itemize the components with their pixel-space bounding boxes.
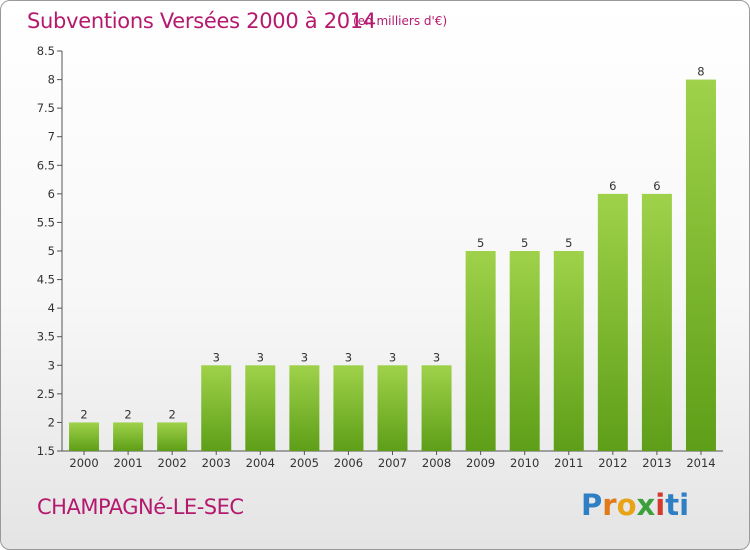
x-tick-label: 2007 bbox=[378, 456, 407, 470]
bar-value-label: 3 bbox=[301, 350, 308, 364]
logo-letter: i bbox=[679, 488, 690, 522]
bar-value-label: 5 bbox=[565, 236, 572, 250]
bar-value-label: 5 bbox=[521, 236, 528, 250]
y-tick-label: 3.5 bbox=[37, 330, 55, 344]
bar bbox=[641, 193, 672, 451]
x-tick-label: 2012 bbox=[598, 456, 627, 470]
bar-value-label: 3 bbox=[433, 350, 440, 364]
y-tick-label: 6 bbox=[48, 187, 55, 201]
bar bbox=[333, 365, 364, 451]
x-tick-label: 2004 bbox=[246, 456, 275, 470]
bar bbox=[421, 365, 452, 451]
y-tick-label: 6.5 bbox=[37, 158, 55, 172]
bar bbox=[113, 422, 144, 451]
chart-title: Subventions Versées 2000 à 2014 bbox=[27, 9, 376, 33]
bar bbox=[509, 251, 540, 451]
bar-value-label: 3 bbox=[257, 350, 264, 364]
bar bbox=[465, 251, 496, 451]
logo-letter: r bbox=[602, 488, 617, 522]
bar bbox=[597, 193, 628, 451]
y-tick-label: 7.5 bbox=[37, 101, 55, 115]
bar bbox=[245, 365, 276, 451]
x-tick-label: 2011 bbox=[554, 456, 583, 470]
x-tick-label: 2010 bbox=[510, 456, 539, 470]
x-tick-label: 2003 bbox=[202, 456, 231, 470]
y-tick-label: 4 bbox=[48, 301, 55, 315]
x-tick-label: 2006 bbox=[334, 456, 363, 470]
bar bbox=[201, 365, 232, 451]
bar bbox=[157, 422, 188, 451]
y-tick-label: 2.5 bbox=[37, 387, 55, 401]
bar bbox=[69, 422, 100, 451]
bar-value-label: 6 bbox=[653, 179, 660, 193]
x-tick-label: 2009 bbox=[466, 456, 495, 470]
bar-value-label: 2 bbox=[80, 407, 87, 421]
bar-value-label: 3 bbox=[389, 350, 396, 364]
x-tick-label: 2008 bbox=[422, 456, 451, 470]
x-tick-label: 2013 bbox=[642, 456, 671, 470]
bar-value-label: 2 bbox=[169, 407, 176, 421]
x-tick-label: 2014 bbox=[686, 456, 715, 470]
bar-value-label: 8 bbox=[697, 65, 704, 79]
logo-letter: t bbox=[665, 488, 680, 522]
x-tick-label: 2005 bbox=[290, 456, 319, 470]
y-tick-label: 5.5 bbox=[37, 215, 55, 229]
bar bbox=[289, 365, 320, 451]
unit-label: (en milliers d'€) bbox=[353, 14, 448, 28]
y-tick-label: 8 bbox=[48, 73, 55, 87]
logo-letter: o bbox=[616, 488, 637, 522]
y-tick-label: 8.5 bbox=[37, 44, 55, 58]
y-tick-label: 3 bbox=[48, 358, 55, 372]
logo-letter: i bbox=[655, 488, 666, 522]
x-tick-label: 2001 bbox=[113, 456, 142, 470]
bar bbox=[685, 79, 716, 452]
x-tick-label: 2002 bbox=[158, 456, 187, 470]
logo-letter: x bbox=[636, 488, 656, 522]
commune-name: CHAMPAGNé-LE-SEC bbox=[37, 495, 244, 519]
bar-value-label: 6 bbox=[609, 179, 616, 193]
y-tick-label: 1.5 bbox=[37, 444, 55, 458]
y-tick-label: 7 bbox=[48, 130, 55, 144]
logo-letter: P bbox=[581, 488, 603, 522]
x-tick-label: 2000 bbox=[69, 456, 98, 470]
bar-value-label: 3 bbox=[213, 350, 220, 364]
y-tick-label: 5 bbox=[48, 244, 55, 258]
bar bbox=[377, 365, 408, 451]
bar-value-label: 5 bbox=[477, 236, 484, 250]
bar-value-label: 3 bbox=[345, 350, 352, 364]
proxiti-logo[interactable]: Proxiti bbox=[581, 488, 689, 522]
y-tick-label: 2 bbox=[48, 415, 55, 429]
bar bbox=[553, 251, 584, 451]
bar-value-label: 2 bbox=[124, 407, 131, 421]
y-tick-label: 4.5 bbox=[37, 273, 55, 287]
